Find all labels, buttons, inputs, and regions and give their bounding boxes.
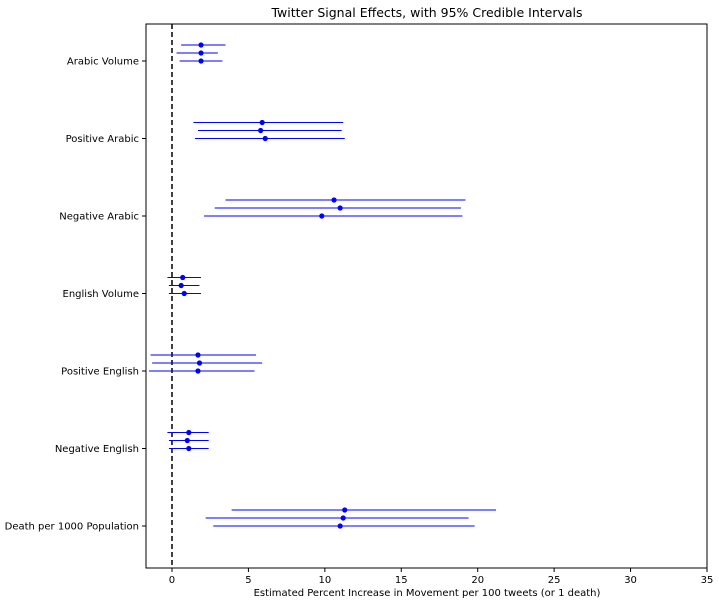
estimate-point: [184, 437, 190, 444]
estimate-point: [331, 197, 337, 203]
x-tick-label: 30: [624, 575, 637, 586]
x-axis-label: Estimated Percent Increase in Movement p…: [254, 588, 601, 599]
y-tick-label: English Volume: [63, 289, 139, 300]
estimate-point: [195, 352, 201, 358]
estimate-point: [198, 50, 204, 56]
estimate-point: [337, 205, 343, 211]
x-tick-label: 25: [548, 575, 561, 586]
y-tick-label: Positive English: [61, 367, 139, 378]
estimate-point: [337, 523, 343, 529]
x-tick-label: 20: [471, 575, 484, 586]
estimate-point: [198, 42, 204, 48]
x-tick-label: 15: [395, 575, 408, 586]
estimate-point: [181, 290, 187, 297]
estimate-point: [186, 445, 192, 452]
y-tick-label: Negative Arabic: [59, 212, 139, 223]
chart-title: Twitter Signal Effects, with 95% Credibl…: [270, 5, 582, 20]
estimate-point: [198, 58, 204, 64]
x-tick-label: 10: [318, 575, 331, 586]
y-tick-label: Negative English: [55, 444, 139, 455]
estimate-point: [262, 135, 268, 142]
estimate-point: [319, 213, 325, 219]
estimate-point: [196, 360, 203, 366]
estimate-point: [340, 515, 346, 521]
y-tick-label: Positive Arabic: [66, 134, 139, 145]
x-tick-label: 0: [169, 575, 175, 586]
estimate-point: [186, 429, 192, 436]
x-tick-label: 5: [245, 575, 251, 586]
estimate-point: [258, 127, 264, 134]
y-tick-label: Death per 1000 Population: [5, 522, 139, 533]
estimate-point: [342, 507, 348, 513]
plot-area: [145, 23, 708, 569]
y-tick-label: Arabic Volume: [67, 57, 139, 68]
estimate-point: [259, 119, 265, 126]
estimate-point: [195, 368, 201, 374]
x-tick-label: 35: [701, 575, 714, 586]
estimate-point: [180, 274, 186, 281]
estimate-point: [178, 282, 184, 289]
